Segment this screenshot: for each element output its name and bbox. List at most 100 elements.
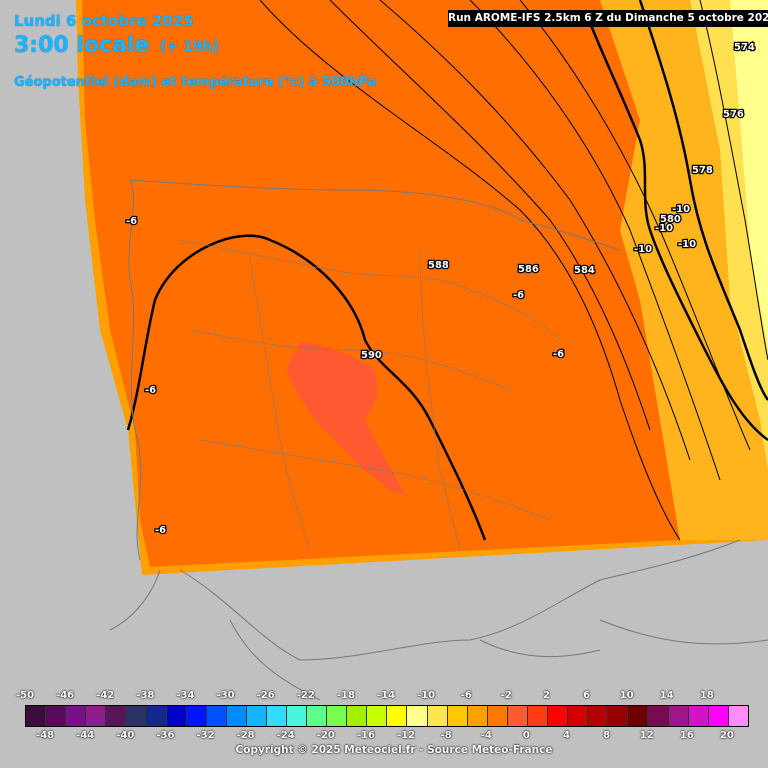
legend-tick-label: -28 xyxy=(236,730,255,741)
geopotential-label: 590 xyxy=(361,350,382,361)
legend-swatch xyxy=(507,706,528,726)
legend-tick-label: 14 xyxy=(659,690,674,701)
legend-tick-label: -22 xyxy=(296,690,315,701)
temperature-label: -6 xyxy=(553,349,564,360)
temperature-label: -10 xyxy=(678,239,696,250)
legend-swatch xyxy=(407,706,428,726)
legend-swatch xyxy=(126,706,147,726)
legend-swatch xyxy=(427,706,448,726)
temperature-label: -10 xyxy=(634,244,652,255)
legend-swatch xyxy=(628,706,649,726)
legend-tick-label: 0 xyxy=(522,730,530,741)
legend-tick-label: 10 xyxy=(619,690,634,701)
legend-tick-label: -20 xyxy=(316,730,335,741)
legend-swatch xyxy=(367,706,388,726)
legend-swatch xyxy=(226,706,247,726)
legend-swatch xyxy=(447,706,468,726)
legend-tick-label: 16 xyxy=(679,730,694,741)
legend-swatch xyxy=(307,706,328,726)
legend-swatch xyxy=(246,706,267,726)
copyright-text: Copyright © 2025 Meteociel.fr - Source M… xyxy=(235,744,553,756)
legend-tick-label: -40 xyxy=(116,730,135,741)
legend-tick-label: 20 xyxy=(719,730,734,741)
legend-swatch xyxy=(86,706,107,726)
legend-tick-label: -18 xyxy=(336,690,355,701)
legend-tick-label: -50 xyxy=(15,690,35,701)
legend-tick-label: -36 xyxy=(156,730,175,741)
geopotential-label: 586 xyxy=(518,264,539,275)
legend-swatch xyxy=(568,706,589,726)
legend-swatch xyxy=(287,706,308,726)
legend-tick-label: 12 xyxy=(639,730,654,741)
lead-time: (+ 19h) xyxy=(160,39,219,55)
legend-tick-label: -14 xyxy=(376,690,396,701)
geopotential-label: 576 xyxy=(723,109,744,120)
legend-swatch xyxy=(46,706,67,726)
legend-swatch xyxy=(206,706,227,726)
legend-tick-label: -34 xyxy=(176,690,195,701)
isolines-thin xyxy=(259,0,768,541)
forecast-date: Lundi 6 octobre 2025 xyxy=(14,12,194,30)
legend-tick-label: 8 xyxy=(603,730,611,741)
legend-swatch xyxy=(728,706,748,726)
legend-tick-label: -30 xyxy=(216,690,235,701)
temperature-label: -10 xyxy=(655,223,673,234)
warm-pocket xyxy=(286,342,405,495)
legend-swatch xyxy=(608,706,629,726)
legend-swatch xyxy=(708,706,729,726)
legend-tick-label: -10 xyxy=(417,690,436,701)
region-borders xyxy=(179,239,561,551)
geopotential-label: 574 xyxy=(734,42,755,53)
legend-tick-label: 18 xyxy=(699,690,714,701)
legend-swatch xyxy=(26,706,47,726)
legend-swatch xyxy=(347,706,368,726)
forecast-time: 3:00 locale xyxy=(14,33,150,58)
legend-swatch xyxy=(527,706,549,726)
legend-color-scale xyxy=(25,705,749,727)
legend-tick-label: 4 xyxy=(563,730,570,741)
temperature-label: -6 xyxy=(126,216,137,227)
temperature-label: -10 xyxy=(672,204,690,215)
legend-swatch xyxy=(588,706,609,726)
legend-swatch xyxy=(106,706,127,726)
legend-swatch xyxy=(487,706,508,726)
temperature-label: -6 xyxy=(513,290,524,301)
legend-swatch xyxy=(146,706,167,726)
legend-swatch xyxy=(467,706,488,726)
legend-swatch xyxy=(548,706,569,726)
legend-tick-label: -46 xyxy=(56,690,75,701)
legend-tick-label: -42 xyxy=(96,690,115,701)
geopotential-label: 578 xyxy=(692,165,713,176)
legend-tick-label: -12 xyxy=(397,730,416,741)
light-yellow-band xyxy=(730,0,768,350)
orange-temperature-zone xyxy=(82,0,680,567)
legend-swatch xyxy=(668,706,689,726)
legend-swatch xyxy=(327,706,348,726)
legend-swatch xyxy=(186,706,207,726)
legend-tick-label: -48 xyxy=(36,730,55,741)
legend-swatch xyxy=(648,706,669,726)
legend-tick-label: 6 xyxy=(583,690,591,701)
legend-tick-label: -16 xyxy=(356,730,375,741)
legend-swatch xyxy=(66,706,87,726)
legend-tick-label: -26 xyxy=(256,690,275,701)
legend-tick-label: -4 xyxy=(480,730,492,741)
legend-swatch xyxy=(266,706,288,726)
legend-swatch xyxy=(166,706,187,726)
temperature-label: -6 xyxy=(145,385,156,396)
legend-tick-label: 2 xyxy=(542,690,550,701)
temperature-label: -6 xyxy=(155,525,166,536)
legend-tick-label: -8 xyxy=(440,730,452,741)
run-banner: Run AROME-IFS 2.5km 6 Z du Dimanche 5 oc… xyxy=(448,10,768,27)
legend-tick-label: -38 xyxy=(136,690,155,701)
legend-swatch xyxy=(387,706,408,726)
legend-tick-label: -24 xyxy=(276,730,295,741)
legend-tick-label: -44 xyxy=(76,730,95,741)
geopotential-label: 584 xyxy=(574,265,595,276)
borders xyxy=(109,179,768,701)
map-subtitle: Géopotentiel (dam) et température (°c) à… xyxy=(14,75,377,90)
geopotential-label: 588 xyxy=(428,260,449,271)
geopotential-label: 580 xyxy=(660,214,681,225)
legend-tick-label: -2 xyxy=(500,690,512,701)
